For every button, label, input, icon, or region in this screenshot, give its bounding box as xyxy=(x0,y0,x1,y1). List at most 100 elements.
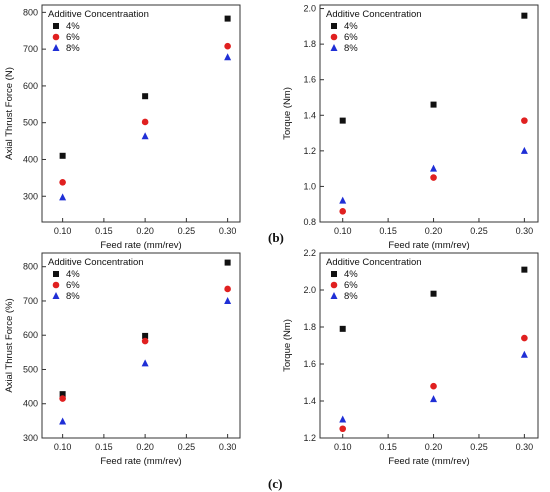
legend-marker xyxy=(53,23,59,29)
legend-entry: 4% xyxy=(344,21,358,32)
x-tick-label: 0.15 xyxy=(95,442,113,452)
x-tick-label: 0.10 xyxy=(54,442,72,452)
data-point xyxy=(59,152,66,159)
y-tick-label: 500 xyxy=(23,118,38,128)
data-point xyxy=(430,382,437,390)
data-point xyxy=(520,350,528,358)
data-point xyxy=(59,193,67,201)
y-tick-label: 2.2 xyxy=(303,248,316,258)
x-tick-label: 0.20 xyxy=(136,226,154,236)
data-point xyxy=(142,93,149,100)
data-point xyxy=(430,164,438,172)
y-axis-label: Axial Thrust Force (N) xyxy=(4,67,15,160)
x-tick-label: 0.30 xyxy=(516,226,534,236)
x-tick-label: 0.30 xyxy=(516,442,534,452)
data-point xyxy=(224,15,231,22)
legend-entry: 4% xyxy=(66,21,80,32)
x-tick-label: 0.25 xyxy=(178,226,196,236)
y-tick-label: 1.8 xyxy=(303,322,316,332)
plot-frame xyxy=(319,4,539,223)
y-tick-label: 300 xyxy=(23,433,38,443)
data-point xyxy=(224,53,232,61)
data-point xyxy=(430,395,438,403)
y-tick-label: 1.4 xyxy=(303,110,316,120)
chart-torque-b: 0.10 0.15 0.20 0.25 0.30 0.8 1.0 1.2 1.4 1.6 1.8 2.… xyxy=(282,4,539,251)
data-point xyxy=(520,146,528,154)
legend-title: Additive Concentration xyxy=(48,257,144,268)
data-point xyxy=(339,208,347,215)
y-tick-label: 800 xyxy=(23,262,38,272)
data-point xyxy=(59,391,66,398)
y-tick-label: 400 xyxy=(23,154,38,164)
data-point xyxy=(430,101,437,108)
data-point xyxy=(521,12,528,19)
legend-entry: 6% xyxy=(344,280,358,291)
data-point xyxy=(141,359,149,367)
legend-entry: 4% xyxy=(344,269,358,280)
data-point xyxy=(224,42,231,50)
data-point xyxy=(59,178,66,186)
y-tick-label: 0.8 xyxy=(303,217,316,227)
legend-title: Additive Concentration xyxy=(326,257,422,268)
legend-marker xyxy=(52,44,60,51)
x-tick-label: 0.10 xyxy=(54,226,72,236)
plot-frame xyxy=(319,252,539,439)
chart-thrust-force-b: 0.10 0.15 0.20 0.25 0.30 300 400 500 600 700 800 Fe… xyxy=(4,4,241,251)
x-tick-label: 0.30 xyxy=(219,226,237,236)
y-tick-label: 1.8 xyxy=(303,39,316,49)
legend-marker xyxy=(331,271,337,277)
data-point xyxy=(224,285,231,293)
data-point xyxy=(142,332,149,339)
data-point xyxy=(430,174,437,181)
legend-entry: 4% xyxy=(66,269,80,280)
x-tick-label: 0.15 xyxy=(379,442,397,452)
y-axis-label: Axial Thrust Force (%) xyxy=(4,298,15,392)
panel-label-c: (c) xyxy=(268,476,282,491)
legend-title: Additive Concentration xyxy=(326,9,422,20)
legend-entry: 6% xyxy=(344,32,358,43)
legend-title: Additive Concentraation xyxy=(48,9,149,20)
legend-entry: 8% xyxy=(344,291,358,302)
data-point xyxy=(141,337,149,345)
plot-frame xyxy=(41,252,241,439)
x-tick-label: 0.25 xyxy=(470,226,488,236)
data-point xyxy=(339,425,347,433)
x-tick-label: 0.15 xyxy=(379,226,397,236)
x-tick-label: 0.15 xyxy=(95,226,113,236)
data-point xyxy=(339,196,347,204)
y-axis-label: Torque (Nm) xyxy=(282,87,293,140)
data-point xyxy=(339,325,346,332)
y-tick-label: 1.2 xyxy=(303,433,316,443)
data-point xyxy=(430,290,437,297)
y-tick-label: 700 xyxy=(23,44,38,54)
data-point xyxy=(224,259,231,266)
data-point xyxy=(521,334,528,342)
data-point xyxy=(224,296,232,304)
data-point xyxy=(59,395,66,402)
panel-label-b: (b) xyxy=(268,230,284,245)
x-tick-label: 0.30 xyxy=(219,442,237,452)
legend-entry: 8% xyxy=(344,43,358,54)
x-tick-label: 0.10 xyxy=(334,442,352,452)
x-axis-label: Feed rate (mm/rev) xyxy=(388,456,469,467)
plot-frame xyxy=(41,4,241,223)
legend-marker xyxy=(330,281,338,289)
y-tick-label: 1.6 xyxy=(303,359,316,369)
data-point xyxy=(141,118,149,126)
x-tick-label: 0.25 xyxy=(470,442,488,452)
y-tick-label: 1.2 xyxy=(303,146,316,156)
y-tick-label: 600 xyxy=(23,330,38,340)
data-point xyxy=(339,415,347,423)
y-tick-label: 2.0 xyxy=(303,285,316,295)
x-tick-label: 0.10 xyxy=(334,226,352,236)
x-tick-label: 0.20 xyxy=(425,442,443,452)
legend-marker xyxy=(53,271,59,277)
chart-thrust-force-c: 0.10 0.15 0.20 0.25 0.30 300 400 500 600 700 800 Fe… xyxy=(4,252,241,467)
y-tick-label: 1.4 xyxy=(303,396,316,406)
data-point xyxy=(521,117,528,124)
legend-marker xyxy=(52,292,60,299)
x-axis-label: Feed rate (mm/rev) xyxy=(100,456,181,467)
legend-marker xyxy=(331,23,337,29)
y-tick-label: 800 xyxy=(23,7,38,17)
